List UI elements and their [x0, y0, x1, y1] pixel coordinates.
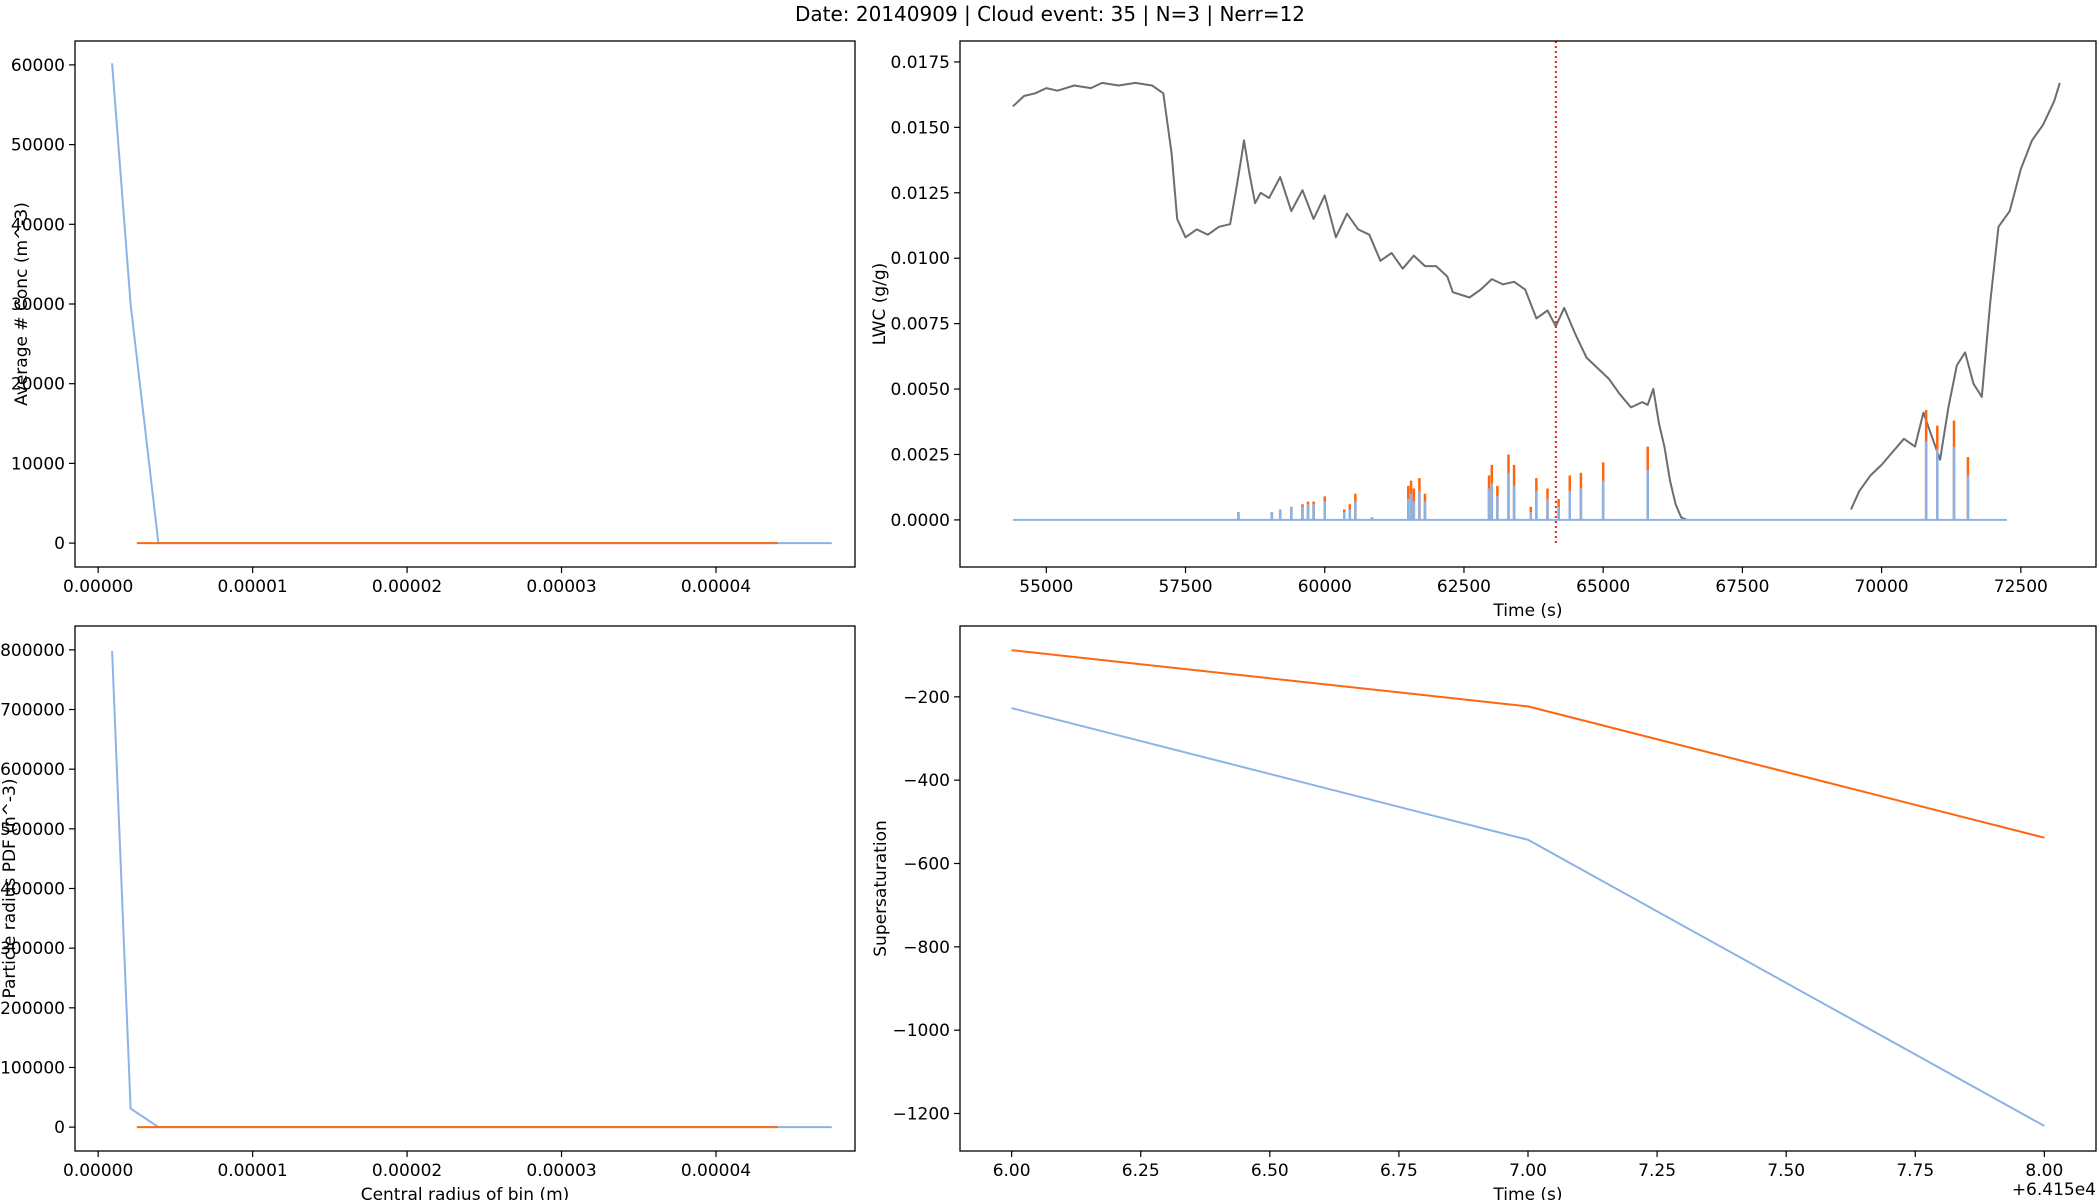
ss-y-tick-label: −200: [903, 688, 950, 708]
ss-y-tick-label: −400: [903, 771, 950, 791]
supersaturation-chart-panel: 6.00 6.25 6.50 6.75 7.00 7.25 7.50 7.75 8.00 −200…: [871, 625, 2097, 1200]
conc-y-tick-label: 0: [54, 534, 65, 554]
lwc-chart-panel: 55000 57500 60000 62500 65000 67500 70000 72500…: [870, 40, 2097, 621]
lwc-axes-frame: [959, 40, 2097, 568]
lwc-y-tick-label: 0.0050: [891, 380, 950, 400]
pdf-x-tick-label: 0.00001: [217, 1161, 287, 1181]
conc-x-tick-label: 0.00000: [63, 577, 133, 597]
conc-y-tick-label: 20000: [11, 375, 65, 395]
ss-series-0-line: [1011, 649, 2045, 839]
ss-x-tick-label: 7.50: [1767, 1161, 1805, 1181]
lwc-x-tick-label: 65000: [1576, 577, 1630, 597]
conc-y-tick-label: 60000: [11, 56, 65, 76]
lwc-y-tick-label: 0.0025: [891, 445, 950, 465]
conc-y-tick-label: 50000: [11, 136, 65, 156]
lwc-x-tick-label: 57500: [1158, 577, 1212, 597]
ss-y-tick-label: −1200: [892, 1105, 950, 1125]
pdf-x-tick-label: 0.00000: [63, 1161, 133, 1181]
lwc-y-tick-label: 0.0150: [891, 118, 950, 138]
ss-x-tick-label: 6.50: [1251, 1161, 1289, 1181]
pdf-y-tick-label: 700000: [0, 701, 65, 721]
ss-axes-frame: [959, 625, 2097, 1152]
lwc-y-tick-label: 0.0125: [891, 184, 950, 204]
pdf-y-tick-label: 300000: [0, 939, 65, 959]
ss-x-tick-label: 7.25: [1638, 1161, 1676, 1181]
ss-x-tick-label: 8.00: [2025, 1161, 2063, 1181]
conc-x-tick-label: 0.00002: [372, 577, 442, 597]
pdf-x-tick-label: 0.00002: [372, 1161, 442, 1181]
ss-x-tick-label: 6.00: [993, 1161, 1031, 1181]
ss-y-axis-label: Supersaturation: [871, 820, 891, 957]
lwc-y-axis-label: LWC (g/g): [870, 263, 890, 346]
lwc-x-tick-label: 55000: [1019, 577, 1073, 597]
conc-x-tick-label: 0.00001: [217, 577, 287, 597]
lwc-series-0-segment-0: [1012, 81, 1688, 521]
pdf-x-tick-label: 0.00004: [681, 1161, 751, 1181]
lwc-x-tick-label: 70000: [1855, 577, 1909, 597]
ss-x-axis-label: Time (s): [1492, 1185, 1562, 1200]
conc-x-tick-label: 0.00004: [681, 577, 751, 597]
pdf-x-axis-label: Central radius of bin (m): [361, 1185, 570, 1200]
ss-x-offset-label: +6.415e4: [2012, 1180, 2096, 1200]
pdf-y-tick-label: 100000: [0, 1058, 65, 1078]
ss-x-tick-label: 7.75: [1896, 1161, 1934, 1181]
pdf-y-tick-label: 400000: [0, 880, 65, 900]
figure-title: Date: 20140909 | Cloud event: 35 | N=3 |…: [795, 2, 1305, 26]
pdf-axes-frame: [74, 625, 856, 1152]
ss-y-tick-label: −800: [903, 938, 950, 958]
conc-series-0-line: [111, 63, 832, 545]
pdf-x-tick-label: 0.00003: [526, 1161, 596, 1181]
lwc-x-tick-label: 62500: [1437, 577, 1491, 597]
lwc-y-tick-label: 0.0100: [891, 249, 950, 269]
ss-series-1-line: [1011, 707, 2045, 1127]
lwc-series-0-segment-1: [1850, 82, 2061, 510]
ss-x-tick-label: 7.00: [1509, 1161, 1547, 1181]
lwc-y-tick-label: 0.0075: [891, 315, 950, 335]
conc-y-tick-label: 40000: [11, 215, 65, 235]
pdf-y-tick-label: 600000: [0, 760, 65, 780]
lwc-x-tick-label: 67500: [1715, 577, 1769, 597]
pdf-y-tick-label: 800000: [0, 641, 65, 661]
lwc-x-tick-label: 72500: [1994, 577, 2048, 597]
conc-y-tick-label: 10000: [11, 454, 65, 474]
pdf-y-tick-label: 0: [54, 1118, 65, 1138]
ss-y-tick-label: −1000: [892, 1021, 950, 1041]
conc-chart-panel: 0.00000 0.00001 0.00002 0.00003 0.00004 0 1000…: [11, 40, 856, 597]
ss-y-tick-label: −600: [903, 855, 950, 875]
lwc-x-tick-label: 60000: [1298, 577, 1352, 597]
pdf-chart-panel: 0.00000 0.00001 0.00002 0.00003 0.00004 0 1000…: [0, 625, 856, 1200]
pdf-y-tick-label: 500000: [0, 820, 65, 840]
lwc-y-tick-label: 0.0000: [891, 511, 950, 531]
conc-y-axis-label: Average # Conc (m^-3): [12, 202, 32, 406]
lwc-y-tick-label: 0.0175: [891, 53, 950, 73]
ss-x-tick-label: 6.75: [1380, 1161, 1418, 1181]
conc-y-tick-label: 30000: [11, 295, 65, 315]
conc-x-tick-label: 0.00003: [526, 577, 596, 597]
pdf-y-axis-label: Particle radius PDF (n^-3): [0, 779, 20, 999]
ss-x-tick-label: 6.25: [1122, 1161, 1160, 1181]
lwc-x-axis-label: Time (s): [1492, 601, 1562, 621]
pdf-series-0-line: [111, 651, 832, 1129]
conc-axes-frame: [74, 40, 856, 568]
pdf-y-tick-label: 200000: [0, 999, 65, 1019]
